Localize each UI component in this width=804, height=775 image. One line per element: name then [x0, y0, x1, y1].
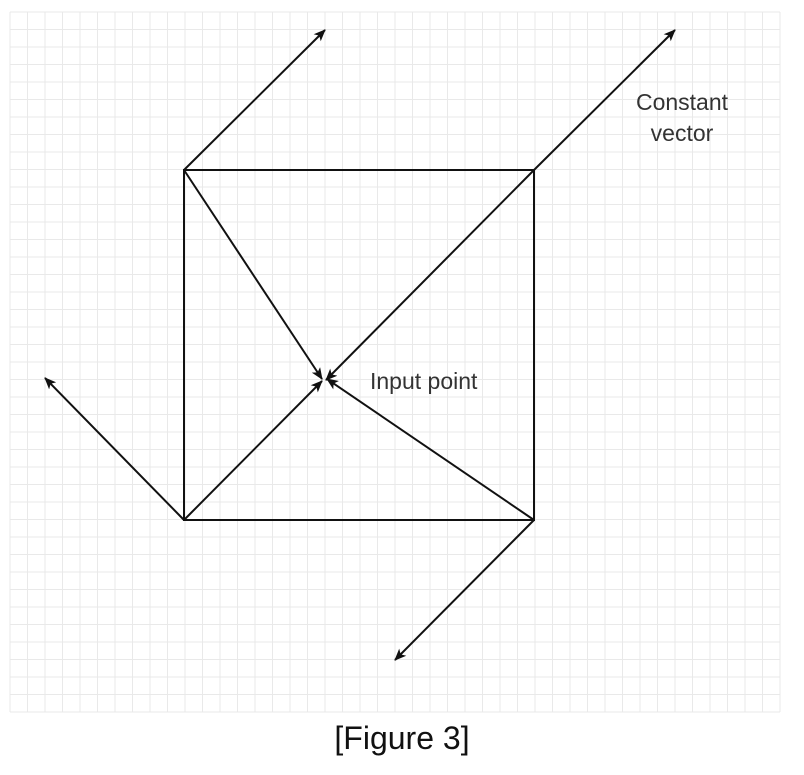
constant-vector-bottom-right: [394, 519, 535, 661]
constant-vector-label-line2: vector: [651, 120, 714, 146]
constant-vector-bottom-left: [44, 377, 185, 521]
offset-vectors: [183, 169, 535, 521]
constant-vectors: [44, 29, 676, 661]
offset-vector-from-bottom-right: [326, 378, 535, 521]
offset-vector-from-top-left: [183, 169, 323, 380]
diagram-canvas: Constant vector Input point: [9, 11, 781, 713]
constant-vector-label-line1: Constant: [636, 89, 729, 115]
offset-vector-from-top-right: [325, 169, 535, 381]
figure-caption: [Figure 3]: [334, 720, 470, 756]
offset-vector-from-bottom-left: [183, 380, 323, 521]
square-cell: [183, 169, 535, 521]
input-point-label: Input point: [370, 368, 478, 394]
background-grid: [9, 11, 781, 713]
constant-vector-top-left: [183, 29, 326, 171]
constant-vector-top-right: [533, 29, 676, 171]
